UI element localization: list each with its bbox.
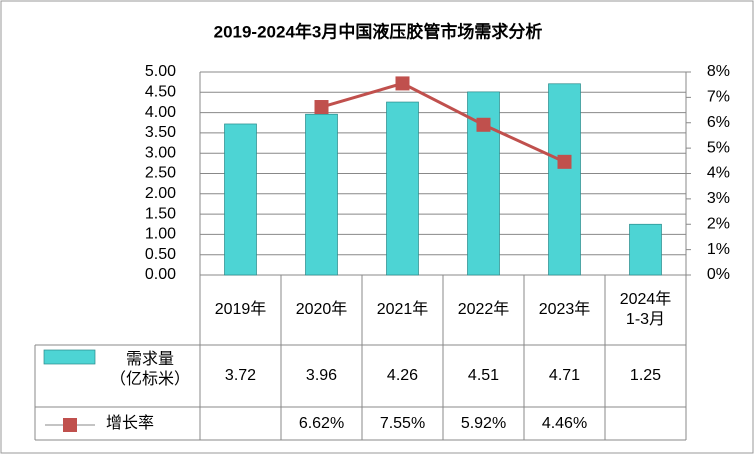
data-label: 3.72: [225, 367, 256, 384]
y-tick-label: 0.00: [145, 266, 176, 283]
chart-title: 2019-2024年3月中国液压胶管市场需求分析: [214, 21, 543, 41]
x-tick-label: 2021年: [377, 300, 429, 318]
y2-tick-label: 8%: [707, 63, 730, 80]
y-tick-label: 5.00: [145, 63, 176, 80]
y2-tick-label: 4%: [707, 165, 730, 182]
y2-tick-label: 6%: [707, 114, 730, 131]
line: [321, 81, 566, 164]
line-marker: [476, 117, 491, 132]
legend-label: 增长率: [106, 414, 154, 432]
x-tick-label: 2022年: [458, 300, 510, 318]
bar: [548, 83, 581, 276]
data-label: 6.62%: [299, 415, 344, 432]
y2-tick-label: 1%: [707, 241, 730, 258]
data-label: 7.55%: [380, 415, 425, 432]
y2-tick-label: 7%: [707, 89, 730, 106]
bar: [305, 113, 338, 276]
bar: [224, 123, 257, 276]
x-tick-label: 2020年: [296, 300, 348, 318]
data-label: 4.71: [549, 367, 580, 384]
y-tick-label: 0.50: [145, 246, 176, 263]
x-tick-label: 2023年: [539, 300, 591, 318]
bar: [629, 223, 662, 276]
data-label: 4.26: [387, 367, 418, 384]
data-label: 1.25: [630, 367, 661, 384]
line-marker: [395, 76, 410, 91]
line-marker: [314, 100, 329, 115]
legend-marker: [63, 418, 77, 432]
y2-tick-label: 0%: [707, 266, 730, 283]
y-tick-label: 3.50: [145, 124, 176, 141]
data-label: 5.92%: [461, 415, 506, 432]
x-tick-label: 2019年: [215, 300, 267, 318]
data-label: 4.51: [468, 367, 499, 384]
y-tick-label: 1.50: [145, 205, 176, 222]
y-tick-label: 2.00: [145, 185, 176, 202]
legend-swatch: [43, 349, 96, 365]
bar: [386, 101, 419, 276]
data-label: 3.96: [306, 367, 337, 384]
y-tick-label: 4.00: [145, 104, 176, 121]
y-tick-label: 3.00: [145, 144, 176, 161]
data-label: 4.46%: [542, 415, 587, 432]
legend-label: 需求量（亿标米）: [110, 350, 190, 388]
y2-tick-label: 5%: [707, 139, 730, 156]
x-tick-label: 2024年 1-3月: [620, 290, 672, 328]
line-marker: [557, 154, 572, 169]
y-tick-label: 2.50: [145, 165, 176, 182]
y-tick-label: 4.50: [145, 84, 176, 101]
y-tick-label: 1.00: [145, 226, 176, 243]
y2-tick-label: 2%: [707, 215, 730, 232]
y2-tick-label: 3%: [707, 190, 730, 207]
